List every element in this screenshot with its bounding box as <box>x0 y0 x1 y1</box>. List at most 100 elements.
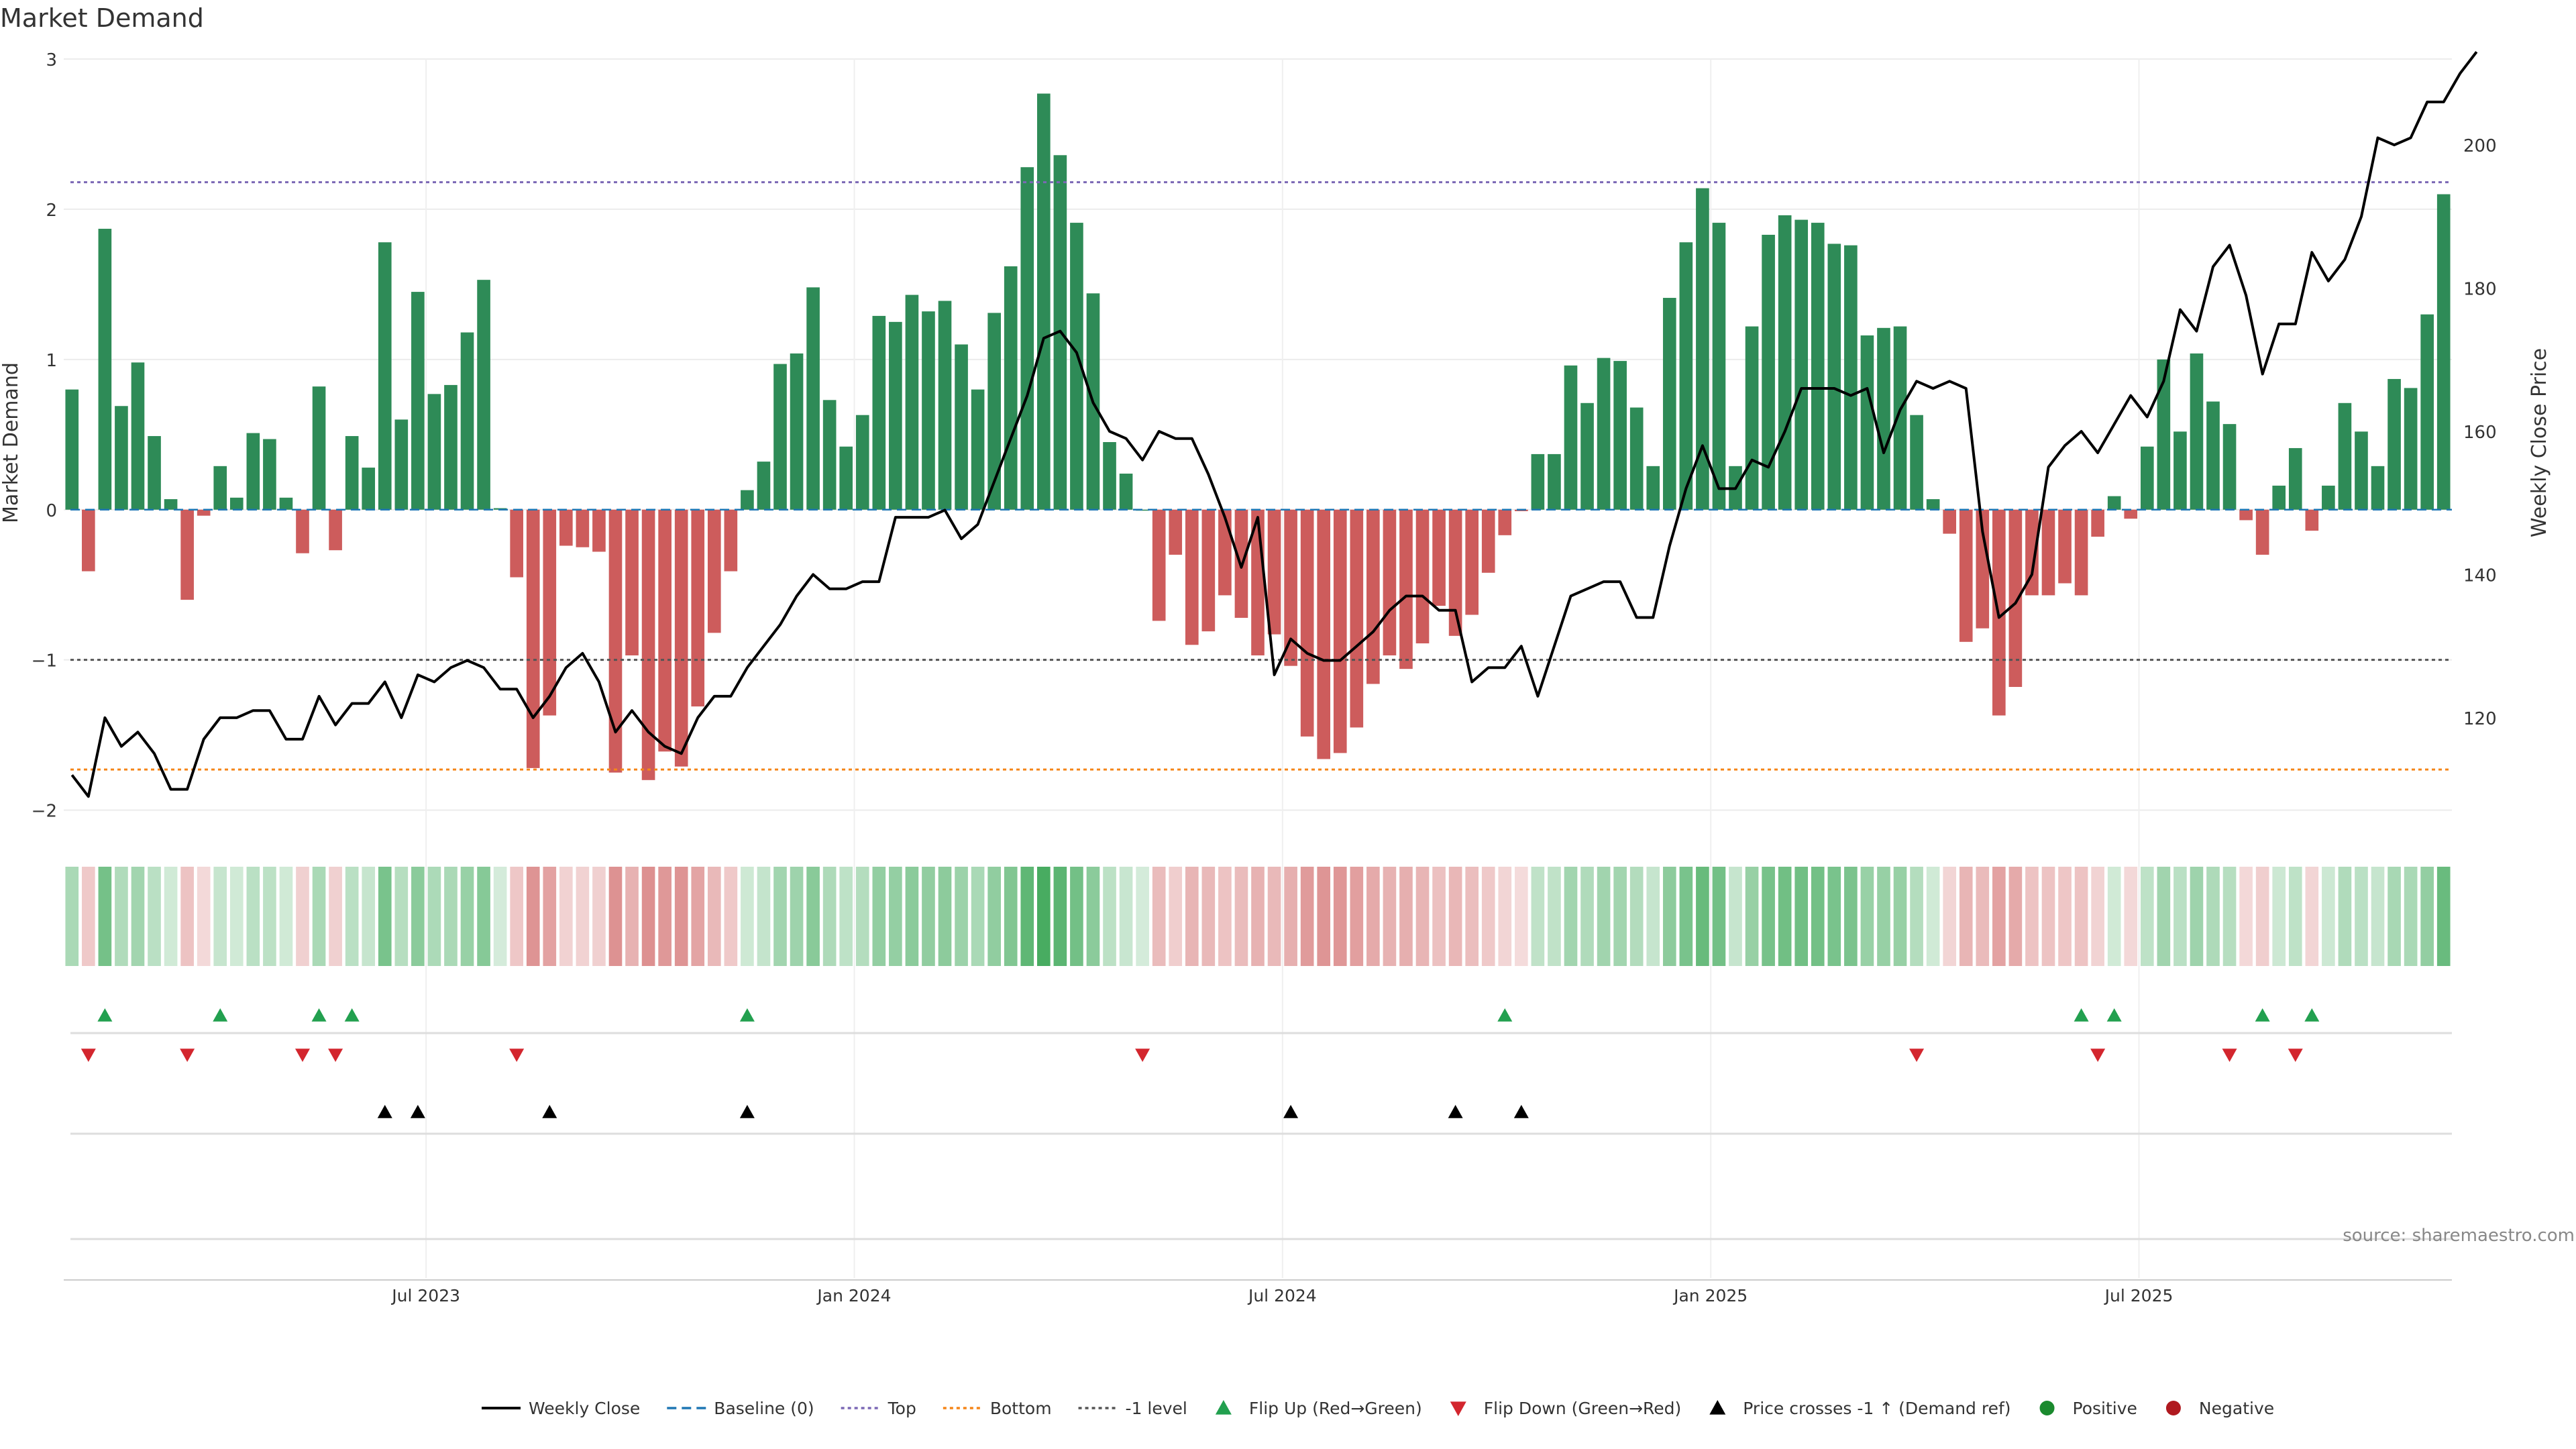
demand-bar <box>131 362 145 510</box>
demand-bar <box>1762 234 1775 510</box>
demand-bar <box>1548 453 1561 510</box>
demand-bar <box>82 509 95 572</box>
heat-cell <box>922 867 935 966</box>
heat-cell <box>641 867 655 966</box>
heat-cell <box>263 867 276 966</box>
x-tick-label: Jan 2024 <box>816 1286 891 1305</box>
heat-cell <box>2157 867 2171 966</box>
demand-bar <box>2206 401 2220 510</box>
legend: Weekly Close Baseline (0) Top Bottom -1 leve… <box>482 1399 2274 1418</box>
demand-bar <box>1333 509 1347 753</box>
heat-cell <box>1794 867 1809 966</box>
demand-bar <box>411 292 425 510</box>
heat-cell <box>510 867 523 966</box>
source-text: source: sharemaestro.com <box>2343 1226 2575 1246</box>
demand-bar <box>427 394 441 510</box>
demand-bar <box>773 364 787 510</box>
heat-cell <box>1893 867 1907 966</box>
demand-bar <box>707 509 721 633</box>
heat-cell <box>2008 867 2023 966</box>
flip-up-marker <box>311 1008 327 1022</box>
demand-bar <box>790 353 804 510</box>
heat-cell <box>2091 867 2104 966</box>
demand-bar <box>2107 496 2121 510</box>
demand-bar <box>2338 402 2352 510</box>
heat-cell <box>971 867 985 966</box>
heat-cell <box>197 867 211 966</box>
heat-cell <box>82 867 95 966</box>
demand-bar <box>1778 215 1792 510</box>
demand-bar <box>329 509 342 551</box>
heat-cell <box>1169 867 1183 966</box>
demand-bar <box>955 344 968 510</box>
heat-cell <box>98 867 112 966</box>
heat-cell <box>806 867 820 966</box>
heat-cell <box>938 867 952 966</box>
heat-cell <box>1448 867 1462 966</box>
demand-bar <box>1152 509 1166 621</box>
demand-bar <box>2025 509 2039 596</box>
heat-cell <box>1136 867 1149 966</box>
heat-cell <box>1811 867 1825 966</box>
heat-cell <box>1548 867 1561 966</box>
flip-down-marker <box>2222 1049 2237 1062</box>
heat-cell <box>229 867 244 966</box>
demand-bar <box>213 466 227 510</box>
heat-cell <box>822 867 837 966</box>
demand-bar <box>1415 509 1430 644</box>
demand-bar <box>279 497 293 510</box>
heat-cell <box>1515 867 1528 966</box>
legend-label: Price crosses -1 ↑ (Demand ref) <box>1743 1399 2010 1418</box>
heat-cell <box>1284 867 1297 966</box>
demand-bar <box>263 439 276 510</box>
demand-bar <box>148 436 161 510</box>
heat-cell <box>1959 867 1973 966</box>
heat-cell <box>2371 867 2385 966</box>
demand-bar <box>543 509 557 716</box>
heat-cell <box>1844 867 1858 966</box>
heat-cell <box>1037 867 1051 966</box>
flip-down-marker <box>509 1049 525 1062</box>
demand-bar <box>1646 466 1660 510</box>
demand-bar <box>1284 509 1297 666</box>
demand-bar <box>460 332 474 510</box>
heat-cell <box>444 867 458 966</box>
legend-label: Baseline (0) <box>714 1399 814 1418</box>
heat-cell <box>477 867 490 966</box>
demand-bar <box>1399 509 1413 669</box>
demand-bar <box>2008 509 2023 687</box>
demand-bar <box>1580 402 1594 510</box>
heat-cell <box>2420 867 2434 966</box>
heat-cell <box>427 867 441 966</box>
heat-cell <box>1860 867 1874 966</box>
heat-cell <box>246 867 260 966</box>
heat-cell <box>1877 867 1890 966</box>
demand-bar <box>822 400 837 510</box>
legend-item: Weekly Close <box>482 1399 640 1418</box>
heat-cell <box>164 867 178 966</box>
demand-bar <box>362 468 376 510</box>
circle-icon <box>2039 1401 2055 1415</box>
demand-bar <box>905 294 919 510</box>
heat-cell <box>2255 867 2269 966</box>
heat-cell <box>2272 867 2286 966</box>
heat-cell <box>790 867 804 966</box>
heat-cell <box>543 867 557 966</box>
heat-cell <box>2124 867 2138 966</box>
demand-bar <box>180 509 194 600</box>
demand-bar <box>1827 244 1841 510</box>
demand-bar <box>1926 499 1940 510</box>
demand-bar <box>2124 509 2138 519</box>
heat-cell <box>2074 867 2088 966</box>
heat-cell <box>1465 867 1479 966</box>
heat-cell <box>1629 867 1644 966</box>
demand-bar <box>1679 242 1693 510</box>
demand-bar <box>345 436 359 510</box>
heat-cell <box>987 867 1001 966</box>
heat-cell <box>2338 867 2352 966</box>
triangle-up-icon <box>1215 1400 1232 1415</box>
heat-cell <box>1053 867 1067 966</box>
flip-up-marker <box>2255 1008 2270 1022</box>
heat-cell <box>460 867 474 966</box>
